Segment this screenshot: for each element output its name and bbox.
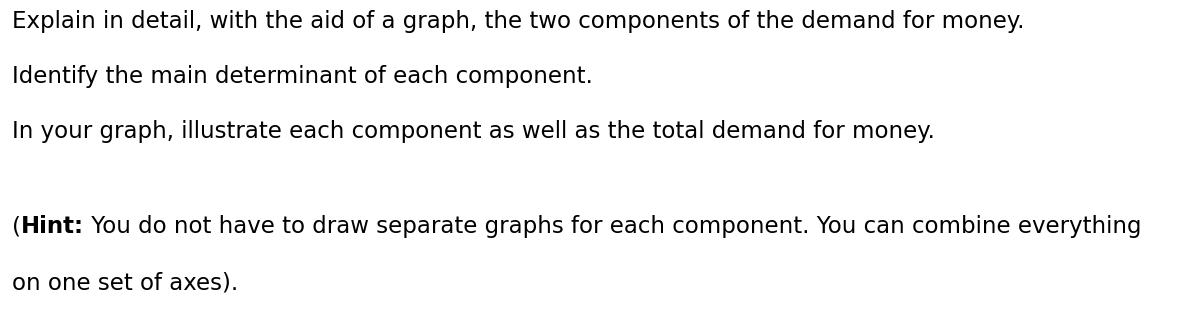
Text: Identify the main determinant of each component.: Identify the main determinant of each co… [12,65,593,88]
Text: Explain in detail, with the aid of a graph, the two components of the demand for: Explain in detail, with the aid of a gra… [12,10,1025,33]
Text: (: ( [12,215,22,238]
Text: Hint:: Hint: [22,215,84,238]
Text: In your graph, illustrate each component as well as the total demand for money.: In your graph, illustrate each component… [12,120,935,143]
Text: You do not have to draw separate graphs for each component. You can combine ever: You do not have to draw separate graphs … [84,215,1141,238]
Text: on one set of axes).: on one set of axes). [12,272,239,295]
